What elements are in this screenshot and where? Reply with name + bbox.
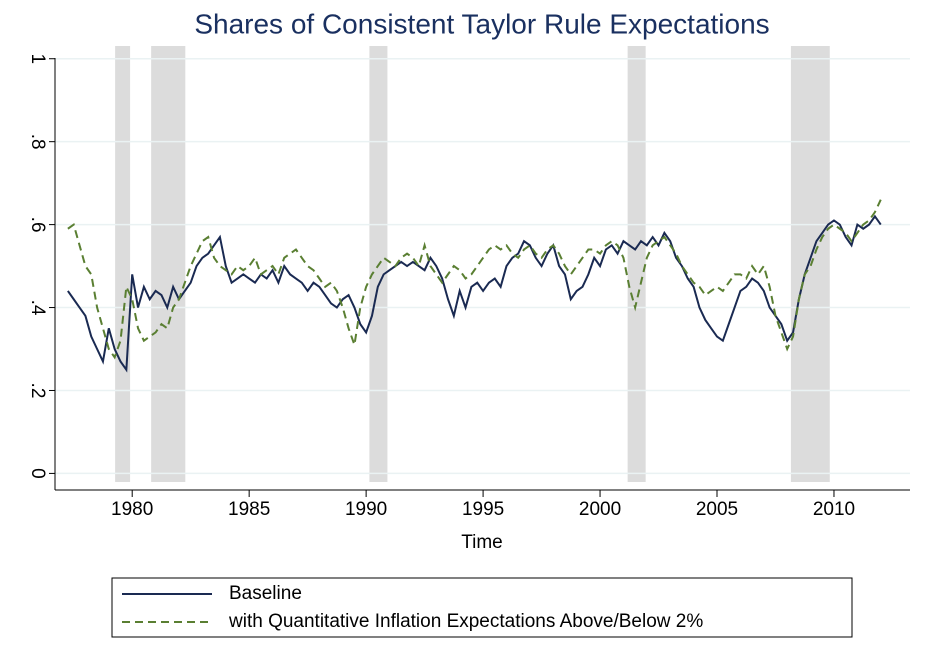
x-tick-label: 2000: [579, 499, 621, 520]
x-tick-label: 1985: [228, 499, 270, 520]
series-line: [67, 199, 882, 360]
recession-band: [115, 46, 131, 482]
y-tick-label: 0: [27, 468, 48, 479]
y-tick-label: .6: [27, 217, 48, 233]
x-tick-label: 1995: [462, 499, 504, 520]
y-tick-label: .2: [27, 383, 48, 399]
x-axis-label: Time: [461, 532, 503, 553]
x-tick-label: 1990: [345, 499, 387, 520]
x-tick-label: 2005: [696, 499, 738, 520]
chart-title: Shares of Consistent Taylor Rule Expecta…: [194, 8, 769, 39]
y-tick-label: 1: [27, 53, 48, 64]
y-tick-label: .8: [27, 134, 48, 150]
x-tick-label: 1980: [111, 499, 153, 520]
recession-band: [151, 46, 186, 482]
recession-band: [627, 46, 646, 482]
legend-label: with Quantitative Inflation Expectations…: [228, 611, 703, 632]
legend-label: Baseline: [229, 583, 302, 604]
series-line: [67, 214, 882, 373]
x-tick-label: 2010: [813, 499, 855, 520]
legend-box: [111, 577, 853, 638]
y-tick-label: .4: [27, 300, 48, 316]
